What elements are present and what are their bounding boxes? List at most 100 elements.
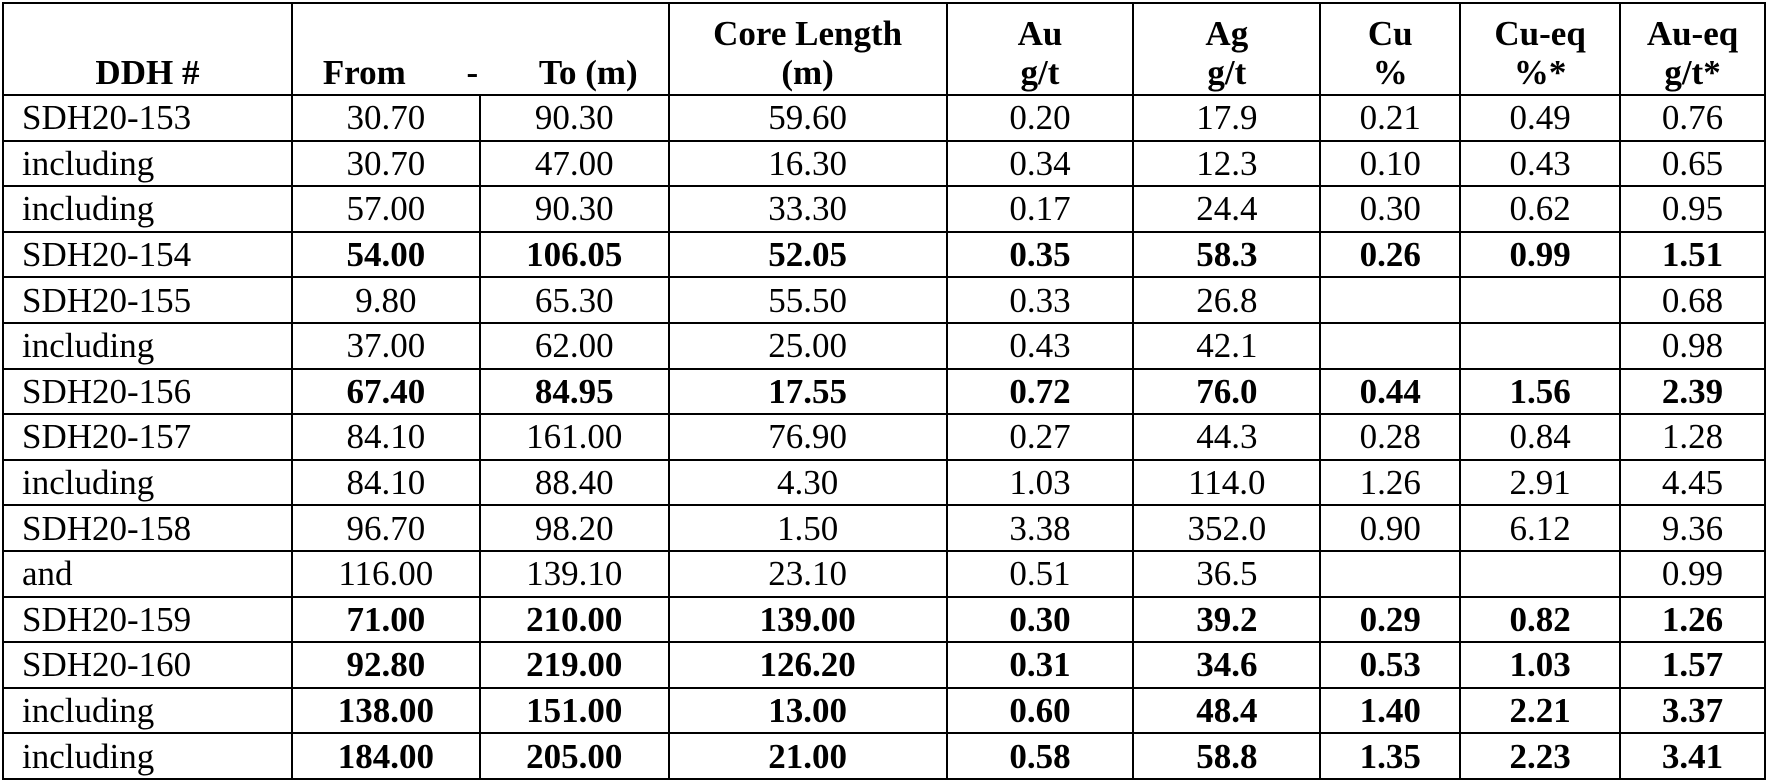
cell-ag: 114.0	[1132, 458, 1322, 507]
cell-au: 0.33	[945, 276, 1135, 324]
cell-au: 0.60	[945, 686, 1135, 735]
cell-to: 98.20	[478, 504, 670, 552]
cell-from: 9.80	[290, 276, 481, 324]
cell-to: 62.00	[478, 321, 670, 370]
cell-cu: 0.21	[1319, 94, 1462, 142]
cell-au-eq: 3.37	[1619, 686, 1766, 735]
cell-ddh: SDH20-153	[2, 94, 293, 142]
header-au: Au g/t	[945, 2, 1135, 96]
cell-to: 47.00	[478, 139, 670, 188]
cell-cu-eq: 2.21	[1459, 686, 1622, 735]
header-cu-eq-line2: %*	[1513, 52, 1567, 92]
cell-from: 184.00	[290, 732, 481, 780]
cell-core-length: 4.30	[667, 458, 948, 507]
cell-au-eq: 0.65	[1619, 139, 1766, 188]
header-dash: -	[466, 52, 479, 92]
cell-ag: 42.1	[1132, 321, 1322, 370]
cell-cu: 0.30	[1319, 185, 1462, 233]
header-au-eq-line2: g/t*	[1664, 52, 1721, 92]
cell-to: 219.00	[478, 641, 670, 689]
header-au-line2: g/t	[1020, 52, 1060, 92]
cell-au: 0.31	[945, 641, 1135, 689]
cell-ag: 36.5	[1132, 549, 1322, 598]
header-ag-line1: Ag	[1205, 13, 1249, 53]
cell-au-eq: 0.68	[1619, 276, 1766, 324]
cell-to: 84.95	[478, 367, 670, 416]
cell-from: 67.40	[290, 367, 481, 416]
cell-cu-eq: 0.84	[1459, 413, 1622, 461]
cell-cu-eq: 2.91	[1459, 458, 1622, 507]
table-row: SDH20-156 67.40 84.95 17.55 0.72 76.0 0.44 1.56…	[2, 367, 1766, 416]
cell-au: 0.34	[945, 139, 1135, 188]
cell-ddh: SDH20-159	[2, 595, 293, 644]
cell-core-length: 1.50	[667, 504, 948, 552]
table-body: SDH20-153 30.70 90.30 59.60 0.20 17.9 0.21 0.49…	[2, 94, 1766, 780]
cell-cu	[1319, 276, 1462, 324]
table-row: SDH20-159 71.00 210.00 139.00 0.30 39.2 0.29 0.…	[2, 595, 1766, 644]
cell-ag: 17.9	[1132, 94, 1322, 142]
cell-from: 84.10	[290, 413, 481, 461]
cell-ddh: including	[2, 321, 293, 370]
header-cu: Cu%	[1319, 2, 1462, 96]
cell-au: 0.17	[945, 185, 1135, 233]
table-row: and 116.00 139.10 23.10 0.51 36.5 0.99	[2, 549, 1766, 598]
cell-core-length: 17.55	[667, 367, 948, 416]
cell-cu: 1.26	[1319, 458, 1462, 507]
cell-to: 65.30	[478, 276, 670, 324]
cell-from: 84.10	[290, 458, 481, 507]
cell-from: 96.70	[290, 504, 481, 552]
header-from-label: From	[322, 52, 406, 92]
cell-cu-eq	[1459, 321, 1622, 370]
table-row: SDH20-154 54.00 106.05 52.05 0.35 58.3 0.26 0.9…	[2, 230, 1766, 279]
table-row: SDH20-153 30.70 90.30 59.60 0.20 17.9 0.21 0.49…	[2, 94, 1766, 142]
cell-cu-eq: 0.99	[1459, 230, 1622, 279]
cell-to: 161.00	[478, 413, 670, 461]
cell-from: 138.00	[290, 686, 481, 735]
cell-cu	[1319, 321, 1462, 370]
cell-core-length: 52.05	[667, 230, 948, 279]
cell-au-eq: 9.36	[1619, 504, 1766, 552]
cell-au: 0.58	[945, 732, 1135, 780]
cell-au: 0.72	[945, 367, 1135, 416]
cell-core-length: 126.20	[667, 641, 948, 689]
cell-au-eq: 4.45	[1619, 458, 1766, 507]
cell-au: 1.03	[945, 458, 1135, 507]
cell-to: 151.00	[478, 686, 670, 735]
cell-ddh: including	[2, 139, 293, 188]
cell-au-eq: 1.28	[1619, 413, 1766, 461]
header-core-length: Core Length (m)	[667, 2, 948, 96]
cell-cu-eq: 0.43	[1459, 139, 1622, 188]
cell-ag: 76.0	[1132, 367, 1322, 416]
cell-to: 106.05	[478, 230, 670, 279]
cell-from: 71.00	[290, 595, 481, 644]
header-ag-line2: g/t	[1207, 52, 1247, 92]
cell-ag: 24.4	[1132, 185, 1322, 233]
cell-ag: 58.8	[1132, 732, 1322, 780]
table-header-row: DDH # From - To (m) Core Length (m) Au g/t…	[2, 2, 1766, 96]
table-row: including 184.00 205.00 21.00 0.58 58.8 1.35 2.…	[2, 732, 1766, 780]
header-ddh-label: DDH #	[95, 52, 200, 92]
table-row: SDH20-157 84.10 161.00 76.90 0.27 44.3 0.28 0.8…	[2, 413, 1766, 461]
header-cu-line1: Cu	[1367, 13, 1413, 53]
cell-core-length: 139.00	[667, 595, 948, 644]
cell-core-length: 13.00	[667, 686, 948, 735]
cell-ag: 48.4	[1132, 686, 1322, 735]
table-row: including 30.70 47.00 16.30 0.34 12.3 0.10 0.43…	[2, 139, 1766, 188]
cell-core-length: 55.50	[667, 276, 948, 324]
cell-cu: 1.35	[1319, 732, 1462, 780]
table-row: including 138.00 151.00 13.00 0.60 48.4 1.40 2.…	[2, 686, 1766, 735]
cell-core-length: 76.90	[667, 413, 948, 461]
cell-au-eq: 0.98	[1619, 321, 1766, 370]
cell-cu-eq: 2.23	[1459, 732, 1622, 780]
header-cu-line2: %	[1372, 52, 1408, 92]
cell-au: 3.38	[945, 504, 1135, 552]
table-row: including 84.10 88.40 4.30 1.03 114.0 1.26 2.91…	[2, 458, 1766, 507]
cell-ag: 352.0	[1132, 504, 1322, 552]
cell-ddh: SDH20-160	[2, 641, 293, 689]
cell-au-eq: 0.99	[1619, 549, 1766, 598]
table-row: including 37.00 62.00 25.00 0.43 42.1 0.98	[2, 321, 1766, 370]
cell-core-length: 59.60	[667, 94, 948, 142]
cell-ddh: including	[2, 458, 293, 507]
header-from-to: From - To (m)	[290, 2, 670, 96]
header-au-eq: Au-eq g/t*	[1619, 2, 1766, 96]
